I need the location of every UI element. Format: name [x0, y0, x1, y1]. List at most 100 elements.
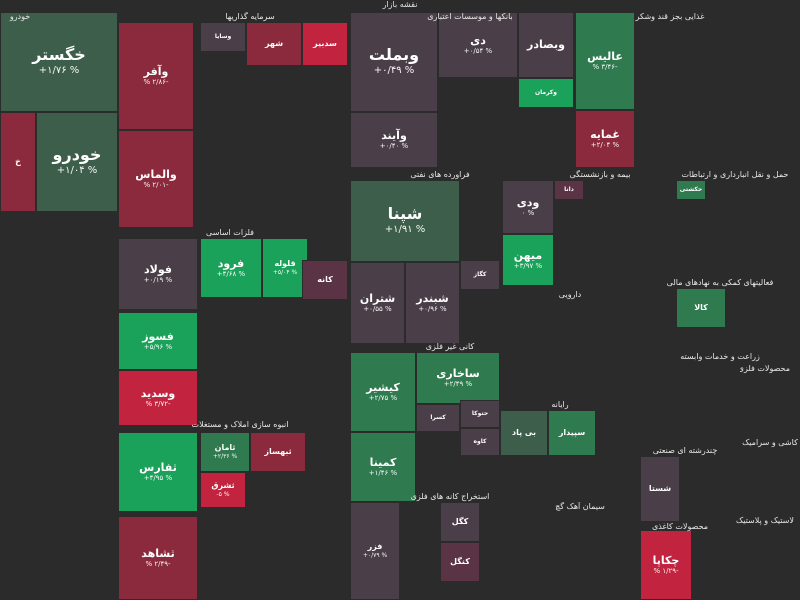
- tile-31[interactable]: سپیدار: [548, 410, 596, 456]
- tile-symbol: خگستر: [32, 45, 86, 65]
- tile-26[interactable]: ثشرق% ۵-: [200, 472, 246, 508]
- tile-symbol: وآفر: [143, 64, 169, 78]
- tile-11[interactable]: فسوز% ۵/۹۶+: [118, 312, 198, 370]
- tile-change: % ۱/۹۱+: [384, 224, 426, 236]
- tile-symbol: حتوکا: [471, 409, 489, 417]
- tile-44[interactable]: حتوکا: [460, 400, 500, 428]
- tile-symbol: کسرا: [430, 413, 446, 421]
- tile-8[interactable]: عالیس -۳/۴۶ %: [575, 12, 635, 110]
- tile-change: % ۴/۹۵+: [143, 474, 173, 483]
- sector-label: چندرشته ای صنعتی: [652, 446, 718, 455]
- tile-symbol: شهر: [264, 38, 284, 48]
- tile-change: % ۰/۹۶+: [418, 305, 447, 314]
- sector-label: سیمان آهک گچ: [555, 502, 605, 511]
- tile-symbol: فزر: [367, 541, 383, 551]
- tile-4[interactable]: والماس -۲/۰۱ %: [118, 130, 194, 228]
- tile-change: % ۱/۰۴+: [56, 165, 98, 177]
- tile-33[interactable]: چکاپا -۱/۲۹ %: [640, 530, 692, 600]
- tile-24[interactable]: ثشاهد -۲/۴۹ %: [118, 516, 198, 600]
- tile-2[interactable]: خ: [0, 112, 36, 212]
- tile-symbol: ثبهساز: [264, 446, 292, 456]
- tile-6[interactable]: وآیند% ۰/۴۰+: [350, 112, 438, 168]
- tile-13[interactable]: فرود% ۴/۶۸+: [200, 238, 262, 298]
- tile-change: % ۲/۳۶+: [212, 453, 238, 461]
- tile-15[interactable]: شپنا% ۱/۹۱+: [350, 180, 460, 262]
- tile-change: -۲/۸۶ %: [143, 78, 169, 87]
- tile-12[interactable]: وسدید -۳/۷۲ %: [118, 370, 198, 426]
- sector-label: محصولات فلزی: [740, 364, 790, 373]
- tile-16[interactable]: شتران% ۰/۵۵+: [350, 262, 405, 344]
- sector-label: دارویی: [558, 290, 582, 299]
- tile-32[interactable]: شستا: [640, 456, 680, 522]
- tile-29[interactable]: کگل: [440, 502, 480, 542]
- tile-18[interactable]: ودی% ۰: [502, 180, 554, 234]
- tile-47[interactable]: کنگل: [440, 542, 480, 582]
- tile-34[interactable]: وبصادر: [518, 12, 574, 78]
- tile-43[interactable]: کانه: [302, 260, 348, 300]
- tile-9[interactable]: غمایه% ۲/۰۴+: [575, 110, 635, 168]
- tile-41[interactable]: کگاز: [460, 260, 500, 290]
- tile-10[interactable]: فولاد% ۰/۱۹+: [118, 238, 198, 310]
- sector-label: حمل و نقل انبارداری و ارتباطات: [681, 170, 789, 179]
- tile-change: -۳/۴۶ %: [592, 63, 618, 72]
- tile-symbol: شستا: [648, 483, 672, 493]
- tile-change: % ۲/۰۴+: [590, 141, 620, 150]
- tile-39[interactable]: دانا: [554, 180, 584, 200]
- tile-30[interactable]: بی پاد: [500, 410, 548, 456]
- tile-22[interactable]: کمینا% ۱/۴۶+: [350, 432, 416, 502]
- tile-symbol: کاوه: [473, 437, 487, 445]
- tile-21[interactable]: ساخاری% ۲/۴۹+: [416, 352, 500, 404]
- tile-42[interactable]: کالا: [676, 288, 726, 328]
- tile-27[interactable]: ثبهساز: [250, 432, 306, 472]
- tile-20[interactable]: کیشیر% ۲/۷۵+: [350, 352, 416, 432]
- tile-1[interactable]: خودرو% ۱/۰۴+: [36, 112, 118, 212]
- tile-symbol: والماس: [135, 167, 177, 181]
- sector-label: زراعت و خدمات وابسته: [680, 352, 760, 361]
- tile-change: % ۰/۵۴+: [463, 47, 493, 56]
- tile-3[interactable]: وآفر -۲/۸۶ %: [118, 22, 194, 130]
- tile-symbol: سدبیر: [313, 38, 337, 48]
- tile-5[interactable]: وبملت% ۰/۴۹+: [350, 12, 438, 112]
- tile-symbol: وکرمان: [534, 88, 558, 96]
- tile-45[interactable]: کاوه: [460, 428, 500, 456]
- tile-change: % ۰/۴۹+: [373, 65, 415, 77]
- tile-46[interactable]: کسرا: [416, 404, 460, 432]
- tile-37[interactable]: سدبیر: [302, 22, 348, 66]
- tile-symbol: بی پاد: [512, 427, 536, 437]
- tile-symbol: ثامان: [214, 442, 236, 452]
- tile-40[interactable]: حکشتی: [676, 180, 706, 200]
- tile-change: % ۴/۶۸+: [216, 270, 246, 279]
- tile-19[interactable]: میهن% ۳/۹۷+: [502, 234, 554, 286]
- tile-change: % ۲/۴۹+: [443, 380, 473, 389]
- tile-36[interactable]: شهر: [246, 22, 302, 66]
- tile-25[interactable]: ثامان% ۲/۳۶+: [200, 432, 250, 472]
- tile-38[interactable]: وکرمان: [518, 78, 574, 108]
- tile-17[interactable]: شبندر% ۰/۹۶+: [405, 262, 460, 344]
- tile-change: % ۰/۷۹+: [362, 552, 388, 560]
- tile-symbol: فرود: [217, 256, 245, 270]
- tile-symbol: سپیدار: [558, 427, 586, 437]
- sector-label: غذایی بجز قند وشکر: [635, 12, 705, 21]
- tile-14[interactable]: قلوله% ۵/۰۴+: [262, 238, 308, 298]
- tile-35[interactable]: وسایا: [200, 22, 246, 52]
- sector-label: کاشی و سرامیک: [742, 438, 798, 447]
- map-title: نقشه بازار: [382, 0, 418, 9]
- tile-symbol: کیشیر: [366, 380, 400, 394]
- tile-symbol: کانه: [317, 274, 333, 284]
- tile-change: % ۱/۴۶+: [368, 469, 398, 478]
- tile-7[interactable]: دی% ۰/۵۴+: [438, 12, 518, 78]
- tile-symbol: ثشاهد: [141, 546, 175, 560]
- tile-change: -۱/۲۹ %: [653, 567, 679, 576]
- tile-change: % ۵/۰۴+: [272, 269, 298, 277]
- tile-symbol: چکاپا: [652, 553, 680, 567]
- tile-23[interactable]: ثفارس% ۴/۹۵+: [118, 432, 198, 512]
- tile-symbol: کمینا: [369, 455, 397, 469]
- tile-0[interactable]: خگستر% ۱/۷۶+: [0, 12, 118, 112]
- tile-symbol: وبصادر: [527, 38, 565, 52]
- tile-symbol: کنگل: [450, 556, 470, 566]
- tile-symbol: وسدید: [140, 386, 176, 400]
- tile-symbol: ثفارس: [139, 460, 177, 474]
- tile-change: % ۰/۵۵+: [363, 305, 392, 314]
- sector-label: فلزات اساسی: [206, 228, 254, 237]
- tile-28[interactable]: فزر% ۰/۷۹+: [350, 502, 400, 600]
